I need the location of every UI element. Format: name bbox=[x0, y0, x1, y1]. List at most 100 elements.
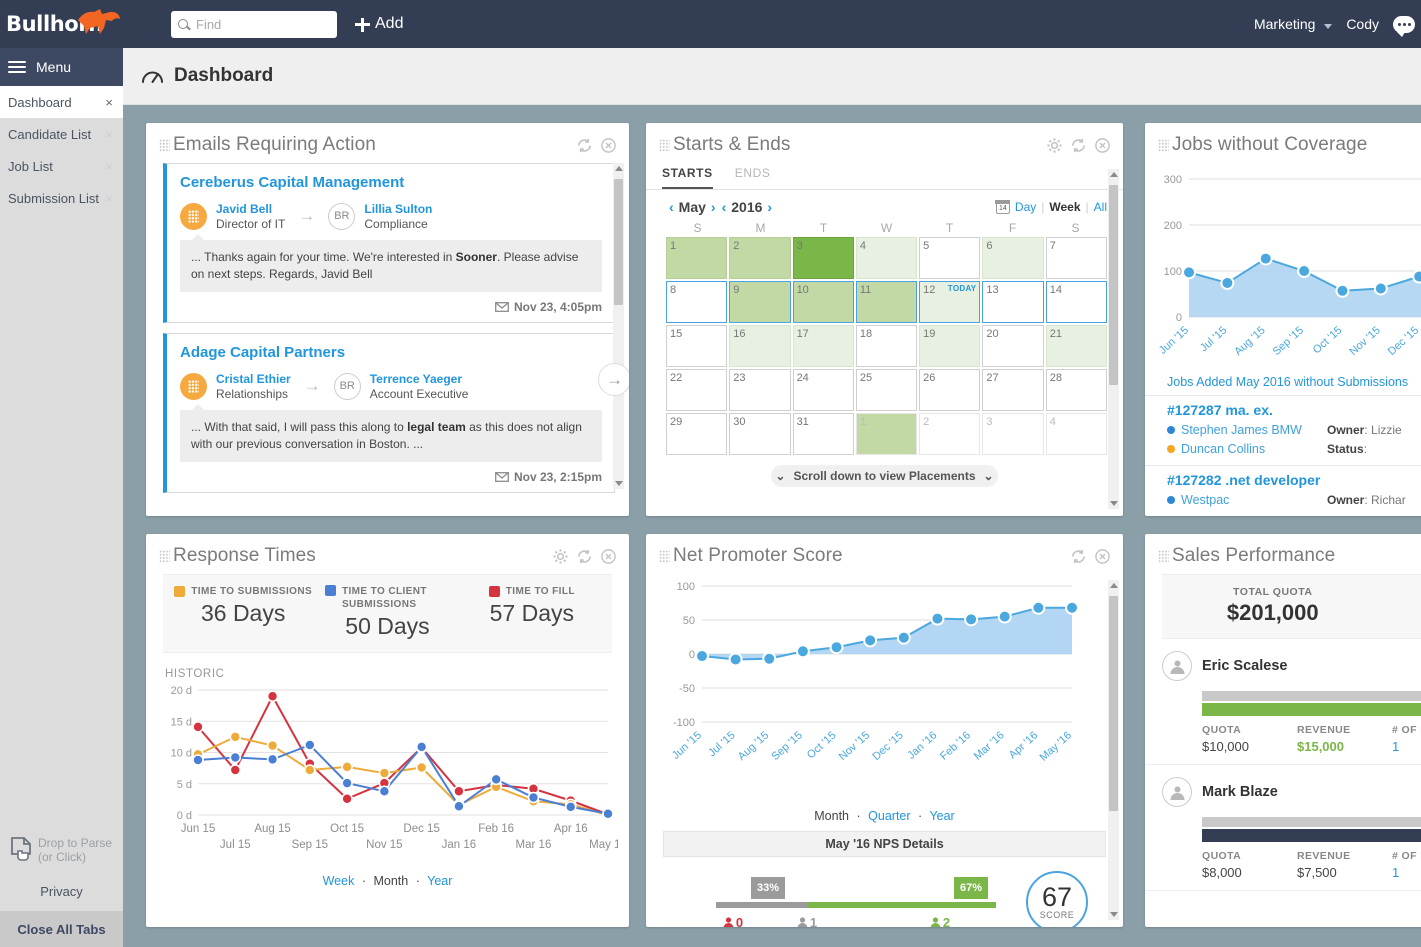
close-all-tabs-button[interactable]: Close All Tabs bbox=[0, 911, 123, 947]
scrollbar-thumb[interactable] bbox=[614, 179, 623, 305]
calendar-day-cell[interactable]: 3 bbox=[792, 237, 854, 279]
drag-handle-icon[interactable] bbox=[659, 549, 670, 563]
list-item[interactable]: Mark Blaze $ QUOTA $8,000 REVENUE $7,500… bbox=[1145, 765, 1421, 891]
scroll-down-icon[interactable] bbox=[615, 481, 623, 486]
close-icon[interactable]: × bbox=[105, 158, 113, 174]
calendar-day-cell[interactable]: 24 bbox=[792, 369, 854, 411]
calendar-day-cell[interactable]: 23 bbox=[729, 369, 791, 411]
scroll-up-icon[interactable] bbox=[615, 166, 623, 171]
calendar-day-cell[interactable]: 31 bbox=[792, 413, 854, 455]
refresh-icon[interactable] bbox=[1070, 548, 1087, 565]
sidebar-item-candidate-list[interactable]: Candidate List × bbox=[0, 118, 123, 150]
scroll-down-icon[interactable] bbox=[1110, 501, 1118, 506]
menu-toggle[interactable]: Menu bbox=[0, 48, 123, 86]
add-button[interactable]: Add bbox=[355, 15, 403, 33]
calendar-day-cell[interactable]: 9 bbox=[729, 281, 791, 323]
close-icon[interactable]: × bbox=[105, 190, 113, 206]
calendar-day-cell[interactable]: 2 bbox=[729, 237, 791, 279]
job-client[interactable]: Stephen James BMW bbox=[1167, 421, 1327, 440]
emails-list[interactable]: Cereberus Capital Management Javid Bell … bbox=[163, 163, 629, 493]
close-icon[interactable] bbox=[1094, 548, 1111, 565]
range-year-button[interactable]: Year bbox=[427, 874, 453, 888]
scrollbar[interactable] bbox=[613, 163, 624, 489]
range-year-button[interactable]: Year bbox=[929, 809, 955, 823]
calendar-day-cell[interactable]: 28 bbox=[1045, 369, 1107, 411]
salesperson-name[interactable]: Mark Blaze bbox=[1202, 784, 1278, 800]
refresh-icon[interactable] bbox=[576, 548, 593, 565]
salesperson-name[interactable]: Eric Scalese bbox=[1202, 658, 1288, 674]
sidebar-item-submission-list[interactable]: Submission List × bbox=[0, 182, 123, 214]
privacy-link[interactable]: Privacy bbox=[40, 884, 83, 899]
email-card[interactable]: Adage Capital Partners Cristal Ethier Re… bbox=[163, 333, 615, 493]
email-card[interactable]: Cereberus Capital Management Javid Bell … bbox=[163, 163, 615, 323]
scrollbar-thumb[interactable] bbox=[1109, 185, 1118, 385]
view-week-button[interactable]: Week bbox=[1049, 200, 1081, 214]
calendar-day-cell[interactable]: 1 bbox=[666, 237, 728, 279]
drag-handle-icon[interactable] bbox=[159, 138, 170, 152]
calendar-day-cell[interactable]: 17 bbox=[792, 325, 854, 367]
close-icon[interactable]: × bbox=[105, 126, 113, 142]
scrollbar-thumb[interactable] bbox=[1109, 596, 1118, 811]
calendar-day-cell[interactable]: 3 bbox=[982, 413, 1044, 455]
calendar-day-cell[interactable]: 12 TODAY bbox=[919, 281, 981, 323]
next-month-button[interactable]: › bbox=[710, 199, 716, 215]
search-input[interactable] bbox=[191, 16, 330, 32]
deals-value[interactable]: 1 bbox=[1392, 865, 1400, 880]
scroll-up-icon[interactable] bbox=[1110, 583, 1118, 588]
org-switcher[interactable]: Marketing bbox=[1254, 16, 1333, 32]
close-icon[interactable] bbox=[600, 548, 617, 565]
refresh-icon[interactable] bbox=[576, 137, 593, 154]
email-from-name[interactable]: Javid Bell bbox=[216, 202, 273, 216]
calendar-day-cell[interactable]: 13 bbox=[982, 281, 1044, 323]
view-all-button[interactable]: All bbox=[1093, 200, 1107, 214]
gear-icon[interactable] bbox=[552, 548, 569, 565]
drag-handle-icon[interactable] bbox=[1158, 549, 1169, 563]
job-title[interactable]: #127282 .net developer bbox=[1167, 472, 1321, 488]
calendar-day-cell[interactable]: 21 bbox=[1045, 325, 1107, 367]
drag-handle-icon[interactable] bbox=[159, 549, 170, 563]
calendar-day-cell[interactable]: 8 bbox=[666, 281, 728, 323]
email-company[interactable]: Cereberus Capital Management bbox=[180, 174, 405, 191]
calendar-day-cell[interactable]: 22 bbox=[666, 369, 728, 411]
calendar-day-cell[interactable]: 25 bbox=[855, 369, 918, 411]
drag-handle-icon[interactable] bbox=[1158, 138, 1169, 152]
view-day-button[interactable]: Day bbox=[1014, 200, 1037, 214]
email-from-name[interactable]: Cristal Ethier bbox=[216, 372, 291, 386]
job-client[interactable]: Westpac bbox=[1167, 491, 1327, 510]
calendar-day-cell[interactable]: 16 bbox=[729, 325, 791, 367]
calendar-day-cell[interactable]: 30 bbox=[729, 413, 791, 455]
tab-ends[interactable]: ENDS bbox=[734, 166, 771, 180]
nps-details-title[interactable]: May '16 NPS Details bbox=[663, 831, 1106, 857]
range-month-button[interactable]: Month bbox=[373, 874, 409, 888]
table-row[interactable]: #127287 ma. ex. Stephen James BMW Duncan… bbox=[1145, 395, 1421, 465]
calendar-day-cell[interactable]: 14 bbox=[1045, 281, 1107, 323]
jobs-list-header[interactable]: Jobs Added May 2016 without Submissions bbox=[1167, 375, 1409, 389]
brand-logo[interactable]: Bullhorn bbox=[0, 0, 123, 48]
job-contact[interactable]: Duncan Collins bbox=[1167, 440, 1327, 459]
range-quarter-button[interactable]: Quarter bbox=[868, 809, 911, 823]
calendar-day-cell[interactable]: 29 bbox=[666, 413, 728, 455]
calendar-icon[interactable]: 14 bbox=[995, 199, 1011, 214]
next-year-button[interactable]: › bbox=[767, 199, 773, 215]
deals-value[interactable]: 1 bbox=[1392, 739, 1400, 754]
close-icon[interactable]: × bbox=[105, 94, 113, 110]
calendar-day-cell[interactable]: 19 bbox=[919, 325, 981, 367]
calendar-day-cell[interactable]: 1 bbox=[855, 413, 918, 455]
email-to-name[interactable]: Lillia Sulton bbox=[364, 202, 433, 216]
scroll-up-icon[interactable] bbox=[1110, 172, 1118, 177]
scrollbar[interactable] bbox=[1108, 580, 1119, 920]
calendar-day-cell[interactable]: 2 bbox=[919, 413, 981, 455]
next-email-button[interactable]: → bbox=[598, 363, 629, 396]
range-week-button[interactable]: Week bbox=[322, 874, 355, 888]
refresh-icon[interactable] bbox=[1070, 137, 1087, 154]
close-icon[interactable] bbox=[600, 137, 617, 154]
calendar-day-cell[interactable]: 4 bbox=[855, 237, 918, 279]
list-item[interactable]: Eric Scalese QUOTA $10,000 REVENUE $15,0… bbox=[1145, 639, 1421, 765]
calendar-day-cell[interactable]: 26 bbox=[919, 369, 981, 411]
scroll-down-icon[interactable] bbox=[1110, 912, 1118, 917]
calendar-day-cell[interactable]: 10 bbox=[792, 281, 854, 323]
calendar-day-cell[interactable]: 15 bbox=[666, 325, 728, 367]
calendar-day-cell[interactable]: 20 bbox=[982, 325, 1044, 367]
sidebar-item-job-list[interactable]: Job List × bbox=[0, 150, 123, 182]
calendar-day-cell[interactable]: 5 bbox=[919, 237, 981, 279]
